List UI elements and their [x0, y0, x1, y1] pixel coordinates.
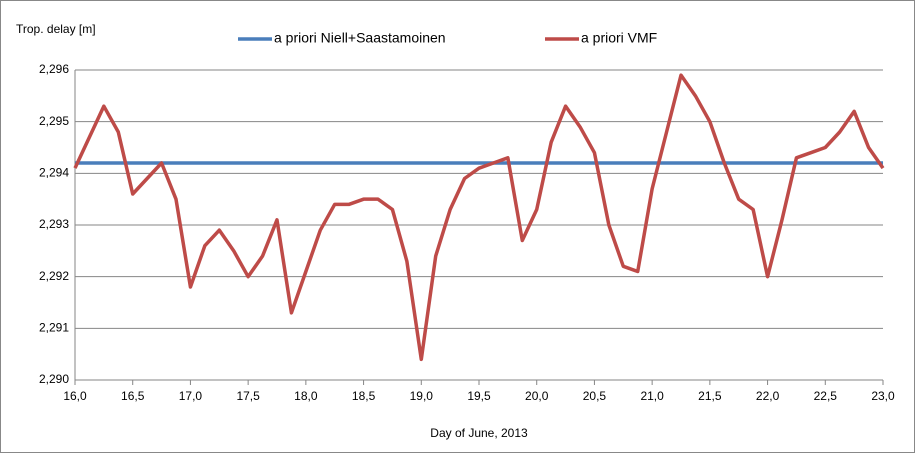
x-tick-label: 18,0	[294, 389, 318, 403]
x-tick-label: 22,0	[756, 389, 780, 403]
x-tick-label: 16,0	[63, 389, 87, 403]
y-tick-label: 2,296	[39, 62, 69, 76]
y-tick-label: 2,295	[39, 114, 69, 128]
x-tick-label: 21,5	[698, 389, 722, 403]
y-axis-label: Trop. delay [m]	[16, 22, 96, 36]
y-tick-label: 2,292	[39, 269, 69, 283]
x-tick-label: 22,5	[814, 389, 838, 403]
x-tick-label: 20,0	[525, 389, 549, 403]
legend-label: a priori VMF	[581, 30, 657, 46]
legend-label: a priori Niell+Saastamoinen	[274, 30, 446, 46]
x-axis-label: Day of June, 2013	[430, 426, 528, 440]
series-line	[73, 73, 885, 362]
x-tick-label: 17,5	[236, 389, 260, 403]
x-tick-label: 19,5	[467, 389, 491, 403]
x-tick-label: 17,0	[179, 389, 203, 403]
x-tick-label: 16,5	[121, 389, 145, 403]
x-tick-label: 21,0	[640, 389, 664, 403]
x-tick-label: 18,5	[352, 389, 376, 403]
x-tick-label: 19,0	[410, 389, 434, 403]
y-tick-label: 2,294	[39, 166, 69, 180]
y-tick-label: 2,293	[39, 217, 69, 231]
x-tick-label: 20,5	[583, 389, 607, 403]
y-tick-label: 2,291	[39, 321, 69, 335]
y-tick-label: 2,290	[39, 372, 69, 386]
x-tick-label: 23,0	[871, 389, 895, 403]
